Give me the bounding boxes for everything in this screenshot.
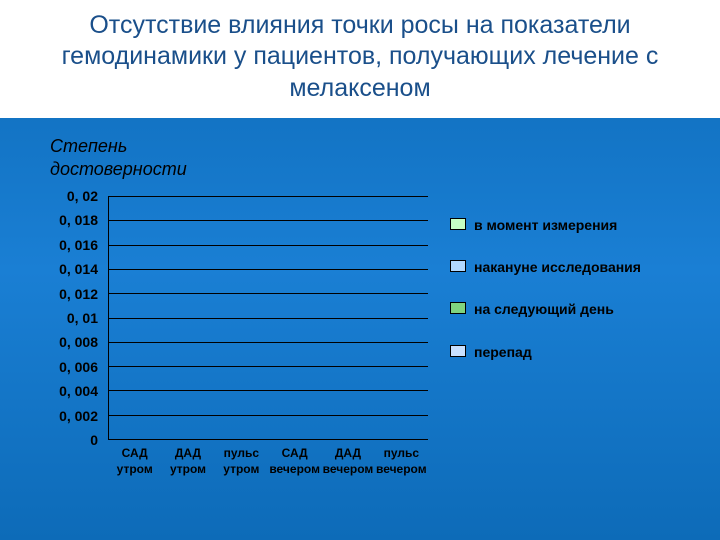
legend-swatch [450,345,466,357]
y-tick: 0, 02 [67,188,98,204]
y-tick: 0, 016 [59,237,98,253]
y-tick: 0, 006 [59,359,98,375]
y-axis: 0, 02 0, 018 0, 016 0, 014 0, 012 0, 01 … [40,196,108,440]
legend-item: накануне исследования [450,258,680,276]
x-label-line: пульс [375,446,428,462]
y-tick: 0, 004 [59,383,98,399]
grid-line [109,390,428,391]
legend-label: перепад [474,343,532,361]
x-label-line: вечером [375,462,428,478]
y-tick: 0, 014 [59,261,98,277]
x-label-line: САД [108,446,161,462]
legend-item: на следующий день [450,300,680,318]
y-tick: 0, 018 [59,212,98,228]
x-label: пульс утром [215,446,268,477]
legend-item: перепад [450,343,680,361]
legend-swatch [450,302,466,314]
x-label: пульс вечером [375,446,428,477]
x-label: САД утром [108,446,161,477]
x-label: ДАД вечером [321,446,374,477]
legend-item: в момент измерения [450,216,680,234]
x-label-line: утром [215,462,268,478]
legend-label: в момент измерения [474,216,617,234]
grid-line [109,196,428,197]
grid-line [109,245,428,246]
x-label-line: пульс [215,446,268,462]
legend-swatch [450,218,466,230]
x-label-line: вечером [268,462,321,478]
y-tick: 0, 008 [59,334,98,350]
legend: в момент измерения накануне исследования… [450,216,680,385]
x-axis: САД утром ДАД утром пульс утром САД вече… [108,446,428,477]
grid-line [109,342,428,343]
legend-swatch [450,260,466,272]
grid-line [109,220,428,221]
y-tick: 0, 01 [67,310,98,326]
x-label-line: вечером [321,462,374,478]
grid-line [109,415,428,416]
grid-line [109,366,428,367]
x-label-line: САД [268,446,321,462]
subtitle-line2: достоверности [50,158,187,181]
y-axis-title: Степень достоверности [50,135,187,182]
x-label: ДАД утром [161,446,214,477]
x-label-line: ДАД [321,446,374,462]
plot-area [108,196,428,440]
y-tick: 0, 012 [59,286,98,302]
y-tick: 0, 002 [59,408,98,424]
x-label-line: утром [161,462,214,478]
subtitle-line1: Степень [50,135,187,158]
grid-line [109,293,428,294]
x-label-line: ДАД [161,446,214,462]
grid-line [109,318,428,319]
y-tick: 0 [90,432,98,448]
x-label: САД вечером [268,446,321,477]
x-label-line: утром [108,462,161,478]
grid-line [109,269,428,270]
slide: Отсутствие влияния точки росы на показат… [0,0,720,540]
chart: 0, 02 0, 018 0, 016 0, 014 0, 012 0, 01 … [40,196,680,496]
legend-label: на следующий день [474,300,614,318]
title-container: Отсутствие влияния точки росы на показат… [0,0,720,118]
slide-title: Отсутствие влияния точки росы на показат… [30,10,690,104]
legend-label: накануне исследования [474,258,641,276]
